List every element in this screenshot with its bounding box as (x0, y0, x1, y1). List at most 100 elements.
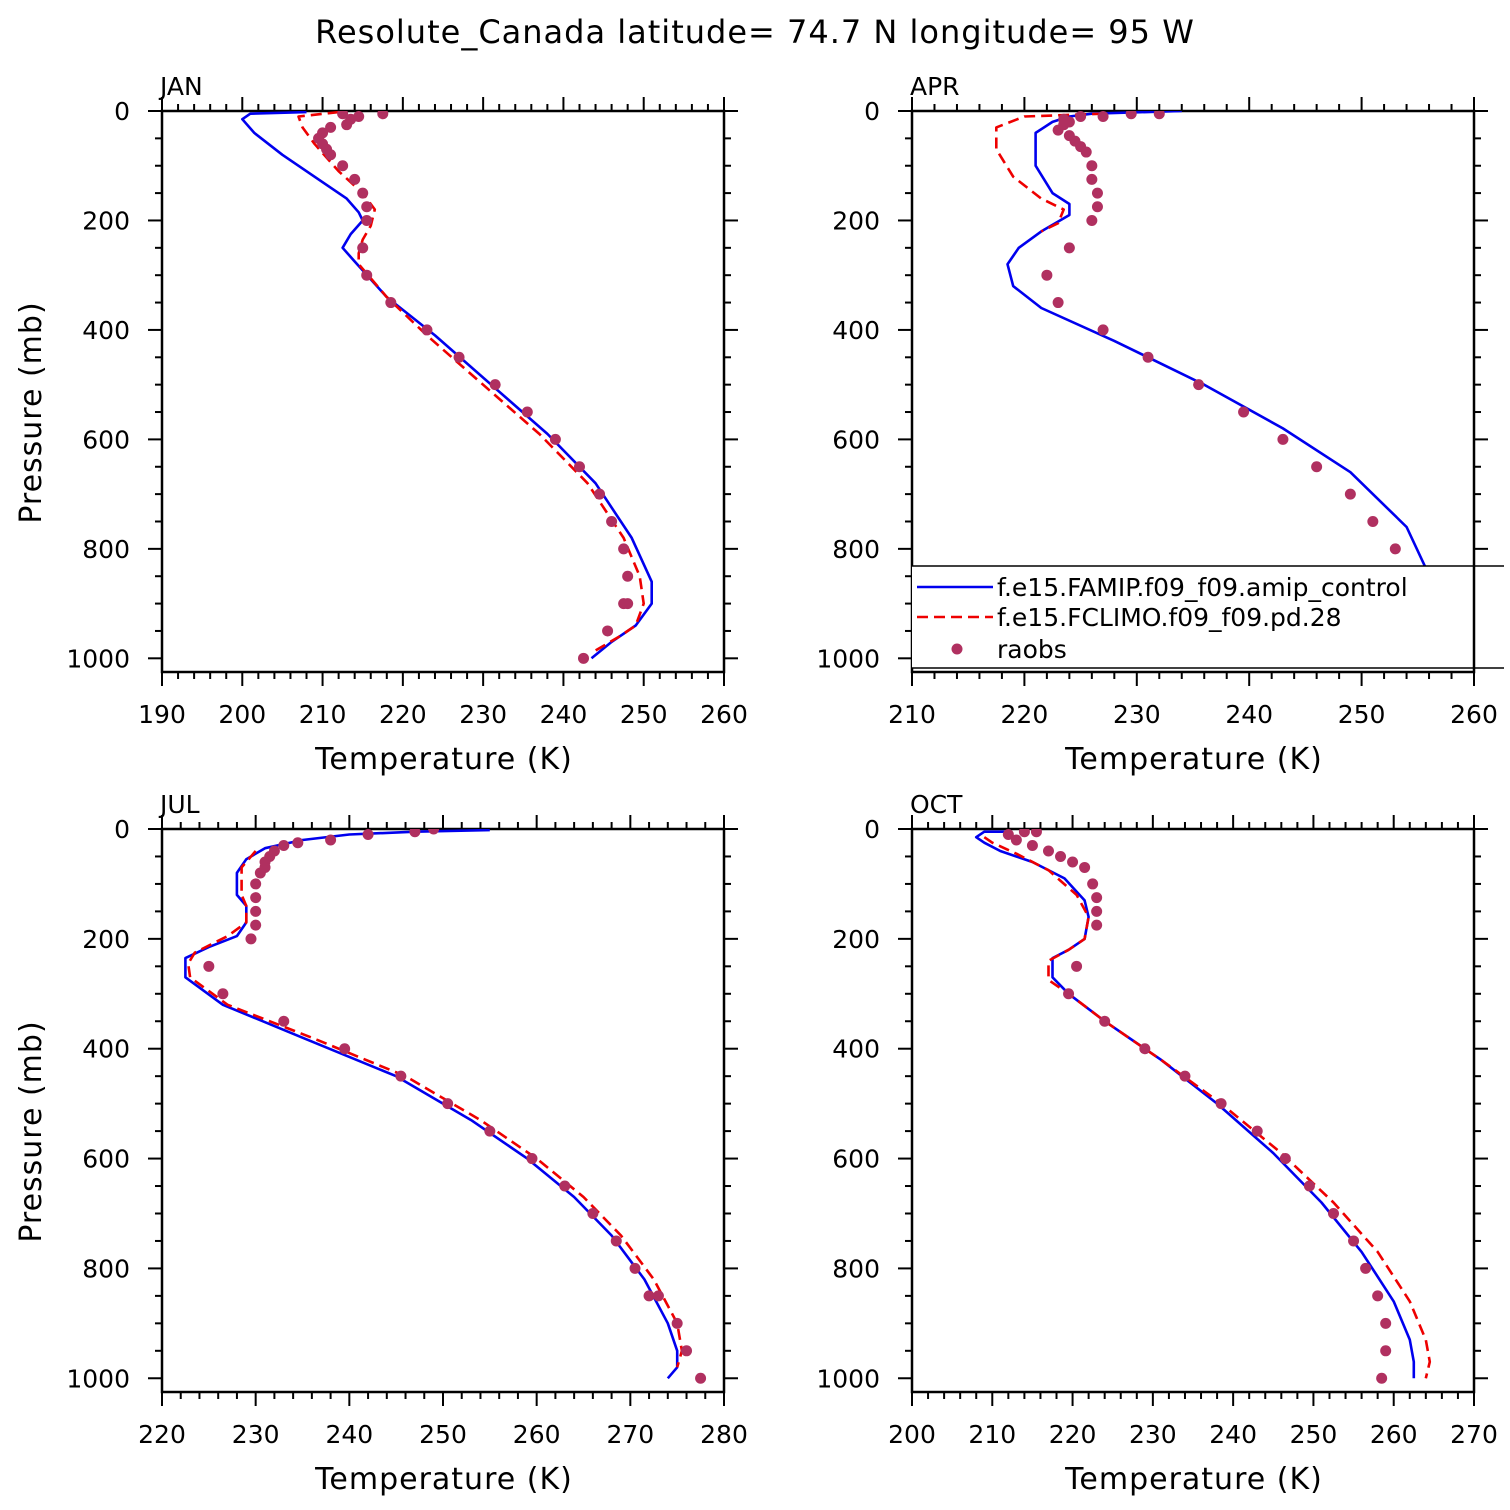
raobs-point (357, 242, 369, 254)
legend-label: f.e15.FCLIMO.f09_f09.pd.28 (997, 603, 1342, 632)
raobs-point (629, 1262, 641, 1274)
raobs-point (681, 1345, 693, 1357)
raobs-point (1360, 1262, 1372, 1274)
raobs-point (453, 351, 465, 363)
raobs-point (622, 570, 634, 582)
raobs-point (1097, 324, 1109, 336)
raobs-point (1142, 351, 1154, 363)
raobs-point (526, 1153, 538, 1165)
panel-apr: APR 210 220 230 240 250 260 0 200 400 600 800 1000 Te… (816, 72, 1497, 777)
raobs-point (395, 1070, 407, 1082)
raobs-point (250, 892, 262, 904)
raobs-point (559, 1180, 571, 1192)
raobs-point (1303, 1180, 1315, 1192)
raobs-point (1052, 124, 1064, 136)
raobs-point (1080, 146, 1092, 158)
y-tick-label: 600 (82, 425, 130, 454)
raobs-point (1052, 297, 1064, 309)
raobs-point (1139, 1043, 1151, 1055)
x-tick-label: 250 (1290, 1420, 1338, 1449)
raobs-point (1086, 214, 1098, 226)
legend-background (912, 566, 1504, 668)
x-tick-label: 230 (459, 700, 507, 729)
x-axis-label: Temperature (K) (314, 1462, 573, 1497)
raobs-point (337, 111, 349, 120)
raobs-point (1376, 1372, 1388, 1384)
x-tick-label: 240 (1225, 700, 1273, 729)
y-tick-label: 600 (832, 425, 880, 454)
raobs-point (1193, 379, 1205, 391)
series-line-fclimo (983, 836, 1432, 1379)
panel-title: JUL (158, 790, 200, 819)
x-tick-label: 200 (218, 700, 266, 729)
raobs-point (1153, 111, 1165, 120)
raobs-point (1238, 406, 1250, 418)
x-tick-label: 250 (1338, 700, 1386, 729)
y-tick-label: 800 (832, 1254, 880, 1283)
raobs-point (549, 433, 561, 445)
legend-item-fclimo: f.e15.FCLIMO.f09_f09.pd.28 (917, 603, 1342, 632)
raobs-point (325, 149, 337, 161)
y-tick-label: 800 (832, 535, 880, 564)
y-tick-label: 200 (82, 206, 130, 235)
series-line-famip (974, 830, 1416, 1379)
y-tick-label: 0 (114, 97, 130, 126)
y-tick-label: 400 (832, 316, 880, 345)
raobs-point (1099, 1015, 1111, 1027)
series-line-fclimo (297, 111, 646, 654)
plot-data (974, 829, 1432, 1384)
raobs-point (1086, 173, 1098, 185)
raobs-point (1367, 515, 1379, 527)
raobs-point (1277, 433, 1289, 445)
y-tick-label: 200 (82, 925, 130, 954)
x-tick-label: 260 (700, 700, 748, 729)
raobs-point (1215, 1098, 1227, 1110)
y-tick-label: 1000 (66, 1364, 130, 1393)
x-tick-label: 260 (513, 1420, 561, 1449)
panels: JAN 190 200 210 220 230 240 250 260 0 200 400 600 800… (14, 72, 1504, 1497)
raobs-point (1067, 856, 1079, 868)
x-tick-label: 200 (888, 1420, 936, 1449)
x-tick-label: 190 (138, 700, 186, 729)
raobs-point (250, 905, 262, 917)
raobs-point (442, 1098, 454, 1110)
y-tick-label: 200 (832, 206, 880, 235)
legend-swatch-marker (951, 643, 963, 655)
raobs-point (484, 1125, 496, 1137)
x-tick-label: 250 (620, 700, 668, 729)
raobs-point (385, 297, 397, 309)
raobs-point (341, 119, 353, 131)
raobs-point (1063, 988, 1075, 1000)
raobs-point (1018, 829, 1030, 838)
x-tick-label: 210 (299, 700, 347, 729)
legend-item-famip: f.e15.FAMIP.f09_f09.amip_control (917, 573, 1408, 602)
x-tick-label: 240 (1209, 1420, 1257, 1449)
raobs-point (1086, 160, 1098, 172)
raobs-point (361, 269, 373, 281)
raobs-point (339, 1043, 351, 1055)
raobs-point (643, 1290, 655, 1302)
raobs-point (278, 839, 290, 851)
raobs-point (1179, 1070, 1191, 1082)
x-tick-label: 270 (606, 1420, 654, 1449)
raobs-point (671, 1317, 683, 1329)
legend-item-raobs: raobs (951, 635, 1067, 664)
raobs-point (1075, 111, 1087, 122)
raobs-point (362, 829, 374, 840)
raobs-point (1389, 543, 1401, 555)
x-tick-label: 260 (1450, 700, 1498, 729)
x-axis-label: Temperature (K) (1064, 1462, 1323, 1497)
raobs-point (361, 201, 373, 213)
raobs-point (618, 543, 630, 555)
x-tick-label: 230 (1113, 700, 1161, 729)
raobs-point (1026, 839, 1038, 851)
raobs-point (428, 829, 440, 835)
y-tick-label: 0 (864, 97, 880, 126)
x-axis-label: Temperature (K) (1064, 742, 1323, 777)
raobs-point (594, 488, 606, 500)
panel-title: APR (910, 72, 960, 101)
raobs-point (1091, 187, 1103, 199)
y-tick-label: 600 (82, 1145, 130, 1174)
raobs-point (254, 867, 266, 879)
raobs-point (1328, 1207, 1339, 1219)
